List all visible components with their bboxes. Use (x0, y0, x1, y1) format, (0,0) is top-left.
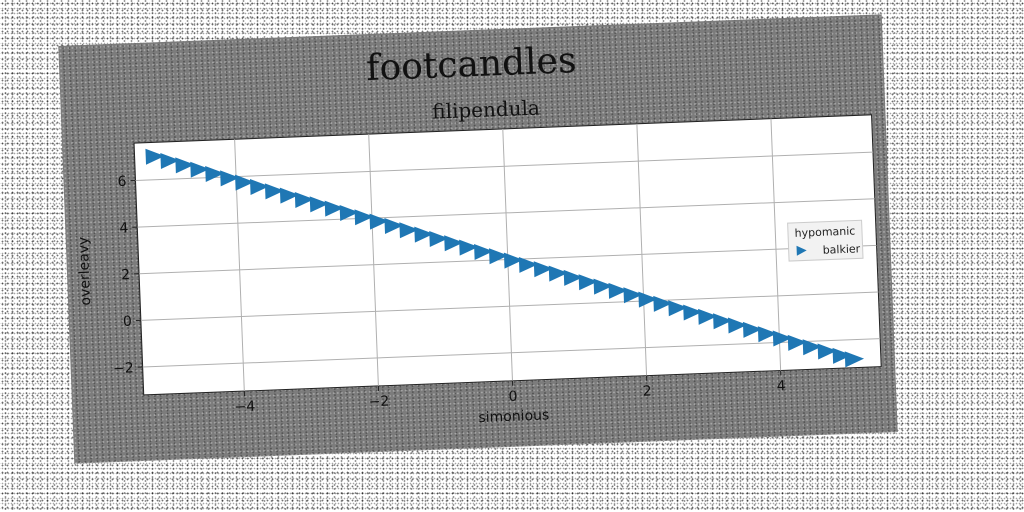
data-point (235, 174, 255, 191)
x-tick-label: 4 (776, 378, 786, 394)
data-point (623, 287, 643, 304)
data-point (817, 343, 837, 360)
data-point (548, 265, 569, 282)
data-point (175, 157, 195, 174)
data-point (309, 196, 330, 213)
data-point (653, 295, 673, 312)
data-point (787, 334, 808, 351)
x-tick-label: 0 (508, 389, 518, 405)
data-point (339, 204, 359, 221)
data-point (578, 274, 598, 291)
plot-area: −4 −2 0 2 4 −2 0 2 4 6 (113, 114, 882, 415)
data-point (638, 291, 658, 308)
data-point (324, 200, 344, 217)
data-point (832, 347, 852, 364)
x-tick-label: −4 (234, 399, 255, 416)
x-grid-line (770, 118, 782, 371)
y-tick-label: 6 (117, 174, 127, 190)
data-point (220, 170, 240, 187)
data-point (190, 161, 210, 178)
y-tick-label: 4 (119, 220, 129, 236)
chart-svg: footcandles filipendula −4 −2 0 2 4 −2 0 2 4 6 s… (76, 40, 882, 426)
data-point (205, 166, 225, 183)
data-point (294, 191, 315, 208)
data-point (533, 261, 554, 278)
legend-marker-icon (796, 245, 807, 256)
y-axis-ticks: −2 0 2 4 6 (113, 174, 143, 377)
x-grid-line (368, 134, 379, 386)
data-point (593, 278, 613, 295)
data-point (772, 330, 793, 347)
legend-entry-balkier: balkier (822, 242, 860, 256)
x-tick-label: −2 (368, 394, 389, 411)
data-point (354, 209, 374, 226)
data-points (145, 148, 865, 368)
data-point (713, 313, 733, 330)
legend: hypomanic balkier (787, 219, 864, 262)
y-tick-label: 0 (123, 314, 133, 330)
data-point (488, 248, 509, 265)
y-grid-line (137, 198, 875, 228)
data-point (474, 243, 494, 260)
data-point (727, 317, 748, 334)
data-point (742, 321, 763, 338)
data-point (369, 213, 389, 230)
data-point (264, 183, 285, 200)
data-point (518, 256, 539, 273)
data-point (160, 153, 180, 170)
y-tick-label: −2 (113, 360, 134, 377)
data-point (563, 269, 583, 286)
data-point (503, 252, 524, 269)
y-tick-label: 2 (121, 267, 131, 283)
y-grid-line (142, 338, 881, 368)
data-point (384, 217, 404, 234)
data-point (399, 222, 419, 239)
data-point (279, 187, 300, 204)
y-grid-line (135, 151, 873, 181)
x-grid-line (636, 123, 648, 376)
data-point (459, 239, 479, 256)
data-point (844, 351, 865, 368)
chart-title: footcandles (365, 40, 577, 89)
x-tick-label: 2 (642, 383, 652, 399)
y-grid-line (140, 291, 879, 321)
data-point (429, 230, 449, 247)
x-axis-ticks: −4 −2 0 2 4 (234, 370, 786, 415)
data-point (683, 304, 703, 321)
data-point (145, 148, 165, 165)
x-axis-label: simonious (478, 407, 549, 426)
legend-title: hypomanic (794, 225, 855, 240)
figure-canvas: footcandles filipendula −4 −2 0 2 4 −2 0 2 4 6 s… (58, 14, 898, 464)
data-point (414, 226, 434, 243)
data-point (698, 308, 718, 325)
chart-subtitle: filipendula (432, 96, 541, 124)
y-axis-label: overleavy (76, 236, 95, 305)
data-point (249, 179, 270, 195)
data-point (757, 326, 778, 343)
legend-box (787, 219, 864, 262)
data-point (608, 282, 628, 299)
data-point (444, 235, 464, 252)
data-point (668, 300, 688, 317)
data-point (802, 339, 822, 356)
